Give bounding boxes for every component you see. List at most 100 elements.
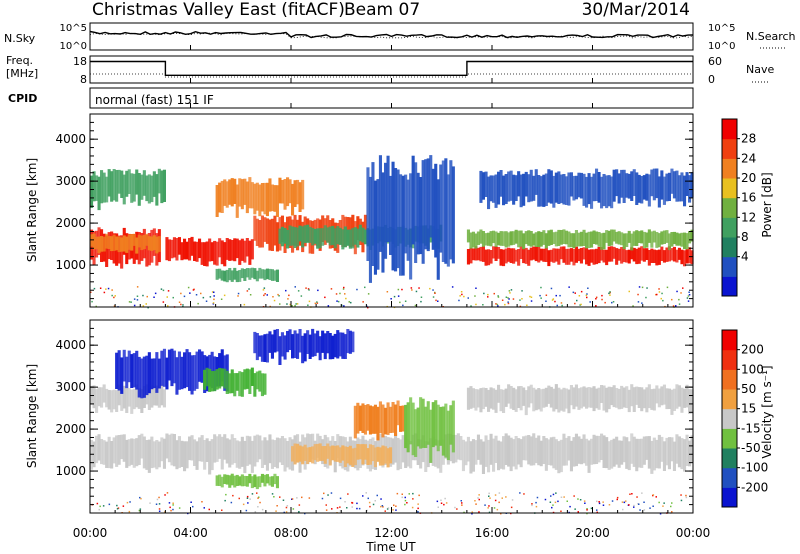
velocity-colorbar-tick-7: -200 bbox=[741, 480, 768, 494]
power-colorbar-tick-4: 12 bbox=[741, 210, 756, 224]
time-tick-label-5: 20:00 bbox=[575, 526, 610, 540]
velocity-colorbar: 200 100 50 15 -15 -50 -100 -200 bbox=[721, 329, 768, 508]
power-colorbar-swatch-3 bbox=[722, 217, 737, 238]
velocity-band-1 bbox=[90, 384, 166, 414]
search-tick-bottom: 10^0 bbox=[708, 41, 735, 52]
sky-noise-trace bbox=[89, 30, 694, 39]
power-panel: 1000 2000 3000 4000 Slant Range [km] bbox=[25, 113, 694, 309]
time-axis: 00:00 04:00 08:00 12:00 16:00 20:00 00:00 bbox=[73, 45, 711, 540]
velocity-range-axis: 1000 2000 3000 4000 bbox=[55, 319, 693, 514]
sky-tick-bottom: 10^0 bbox=[60, 41, 87, 52]
freq-tick-bottom: 8 bbox=[80, 73, 87, 86]
power-colorbar: 28 24 20 16 12 8 4 bbox=[721, 118, 756, 297]
power-colorbar-swatch-8 bbox=[722, 119, 737, 140]
velocity-colorbar-tick-3: 15 bbox=[741, 402, 756, 416]
velocity-ylabel: Slant Range [km] bbox=[25, 364, 39, 468]
beam-label: Beam 07 bbox=[344, 0, 420, 20]
power-colorbar-tick-6: 4 bbox=[741, 250, 749, 264]
velocity-band-6 bbox=[404, 397, 455, 463]
power-ylabel: Slant Range [km] bbox=[25, 158, 39, 262]
velocity-marks bbox=[90, 328, 694, 515]
velocity-band-5 bbox=[353, 400, 405, 441]
velocity-colorbar-swatch-2 bbox=[722, 448, 737, 469]
search-tick-top: 10^5 bbox=[708, 23, 735, 34]
power-colorbar-tick-5: 8 bbox=[741, 230, 749, 244]
power-band-2 bbox=[165, 236, 254, 267]
power-marks bbox=[90, 155, 694, 309]
station-title: Christmas Valley East (fitACF) bbox=[92, 0, 345, 20]
freq-label: Freq. bbox=[6, 54, 33, 67]
time-tick-label-1: 04:00 bbox=[173, 526, 208, 540]
cpid-panel: CPID normal (fast) 151 IF bbox=[8, 87, 694, 109]
freq-unit-label: [MHz] bbox=[6, 67, 38, 80]
velocity-band-3 bbox=[253, 328, 355, 365]
velocity-colorbar-swatch-1 bbox=[722, 467, 737, 488]
velocity-colorbar-swatch-6 bbox=[722, 369, 737, 390]
sky-noise-panel: N.Sky 10^5 10^0 10^5 10^0 N.Search bbox=[4, 22, 796, 52]
power-colorbar-swatch-4 bbox=[722, 197, 737, 218]
velocity-colorbar-swatch-4 bbox=[722, 408, 737, 429]
velocity-band-7 bbox=[291, 443, 393, 468]
time-tick-label-0: 00:00 bbox=[73, 526, 108, 540]
velocity-colorbar-tick-5: -50 bbox=[741, 441, 761, 455]
velocity-colorbar-label: Velocity [m s⁻¹] bbox=[760, 365, 774, 458]
frequency-panel: Freq. [MHz] 18 8 60 0 Nave bbox=[6, 54, 774, 86]
power-band-10 bbox=[366, 155, 455, 283]
velocity-band-8 bbox=[466, 384, 694, 416]
velocity-ytick-label-0: 1000 bbox=[55, 464, 86, 478]
velocity-colorbar-tick-1: 100 bbox=[741, 362, 764, 376]
power-colorbar-swatch-1 bbox=[722, 256, 737, 277]
velocity-colorbar-swatch-3 bbox=[722, 428, 737, 449]
velocity-speckle bbox=[91, 492, 688, 515]
time-tick-label-3: 12:00 bbox=[374, 526, 409, 540]
sky-noise-label: N.Sky bbox=[4, 32, 36, 45]
frequency-trace bbox=[90, 60, 693, 77]
power-colorbar-tick-3: 16 bbox=[741, 191, 756, 205]
velocity-colorbar-swatch-8 bbox=[722, 330, 737, 351]
velocity-colorbar-swatch-5 bbox=[722, 389, 737, 410]
velocity-colorbar-swatch-7 bbox=[722, 349, 737, 370]
sky-tick-top: 10^5 bbox=[60, 23, 87, 34]
power-ytick-label-2: 3000 bbox=[55, 174, 86, 188]
power-colorbar-swatch-0 bbox=[722, 276, 737, 297]
date-label: 30/Mar/2014 bbox=[582, 0, 690, 20]
power-ytick-label-1: 2000 bbox=[55, 216, 86, 230]
velocity-ytick-label-3: 4000 bbox=[55, 338, 86, 352]
power-band-5 bbox=[466, 246, 694, 267]
power-ytick-label-3: 4000 bbox=[55, 132, 86, 146]
power-band-7 bbox=[90, 168, 166, 211]
power-band-9 bbox=[479, 168, 694, 210]
time-axis-title: Time UT bbox=[365, 540, 416, 554]
power-range-axis: 1000 2000 3000 4000 bbox=[55, 113, 693, 308]
velocity-colorbar-swatch-0 bbox=[722, 487, 737, 508]
nave-trace bbox=[90, 73, 693, 78]
time-tick-label-2: 08:00 bbox=[274, 526, 309, 540]
power-colorbar-swatch-7 bbox=[722, 138, 737, 159]
power-colorbar-label: Power [dB] bbox=[760, 172, 774, 237]
power-speckle bbox=[90, 286, 691, 309]
cpid-mode: normal (fast) 151 IF bbox=[95, 93, 214, 107]
velocity-colorbar-tick-0: 200 bbox=[741, 343, 764, 357]
nave-tick-top: 60 bbox=[708, 55, 722, 68]
velocity-band-9 bbox=[215, 473, 279, 490]
cpid-label: CPID bbox=[8, 92, 37, 105]
velocity-ytick-label-1: 2000 bbox=[55, 422, 86, 436]
power-colorbar-tick-2: 20 bbox=[741, 171, 756, 185]
nave-label: Nave bbox=[746, 63, 774, 76]
power-colorbar-swatch-2 bbox=[722, 237, 737, 258]
power-band-11 bbox=[215, 267, 279, 283]
power-band-6 bbox=[466, 229, 694, 251]
power-colorbar-tick-0: 28 bbox=[741, 132, 756, 146]
power-colorbar-tick-1: 24 bbox=[741, 151, 756, 165]
velocity-panel: 1000 2000 3000 4000 Slant Range [km] bbox=[25, 319, 694, 515]
freq-tick-top: 18 bbox=[73, 55, 87, 68]
time-tick-label-4: 16:00 bbox=[475, 526, 510, 540]
power-colorbar-swatch-6 bbox=[722, 158, 737, 179]
search-noise-label: N.Search bbox=[746, 30, 796, 43]
power-colorbar-swatch-5 bbox=[722, 178, 737, 199]
velocity-ytick-label-2: 3000 bbox=[55, 380, 86, 394]
power-band-1 bbox=[90, 233, 161, 254]
velocity-band-4 bbox=[203, 367, 267, 397]
time-tick-label-6: 00:00 bbox=[676, 526, 711, 540]
